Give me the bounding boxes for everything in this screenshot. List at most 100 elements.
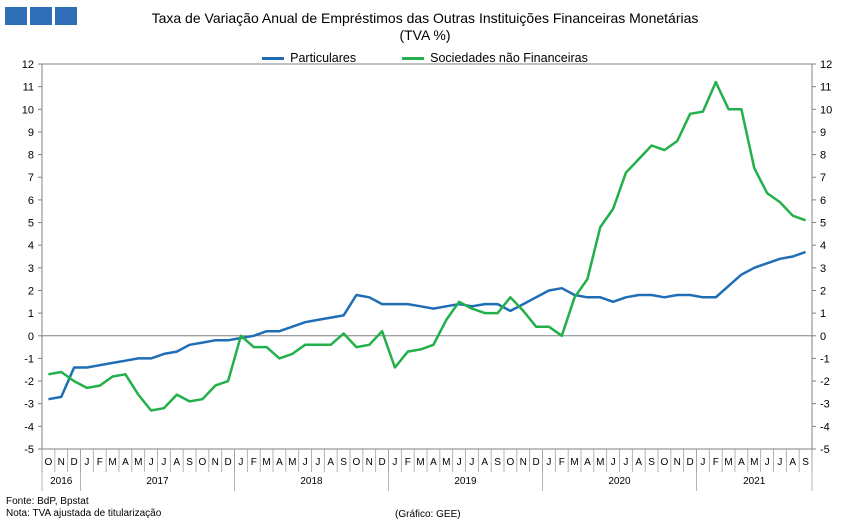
year-label: 2018 — [300, 476, 323, 487]
logo-square — [30, 7, 52, 25]
x-tick-label: M — [108, 457, 116, 468]
x-tick-label: O — [353, 457, 361, 468]
y-tick-label-right: 1 — [820, 308, 826, 320]
y-tick-label-left: -3 — [24, 399, 34, 411]
legend-item-sociedades: Sociedades não Financeiras — [402, 51, 588, 65]
x-tick-label: N — [58, 457, 65, 468]
y-tick-label-left: -2 — [24, 376, 34, 388]
x-tick-label: F — [97, 457, 103, 468]
x-tick-label: J — [161, 457, 166, 468]
x-tick-label: J — [700, 457, 705, 468]
y-tick-label-right: 5 — [820, 218, 826, 230]
x-tick-label: O — [199, 457, 207, 468]
series-line-sociedades — [48, 80, 807, 412]
year-label: 2021 — [743, 476, 766, 487]
y-tick-label-right: 12 — [820, 59, 832, 71]
y-tick-label-left: 8 — [28, 150, 34, 162]
x-tick-label: A — [173, 457, 180, 468]
y-tick-label-right: 10 — [820, 104, 832, 116]
x-tick-label: A — [789, 457, 796, 468]
y-tick-label-right: -2 — [820, 376, 830, 388]
legend-label-particulares: Particulares — [290, 51, 357, 65]
x-tick-label: N — [366, 457, 373, 468]
x-tick-label: J — [84, 457, 89, 468]
x-tick-label: S — [494, 457, 501, 468]
x-tick-label: N — [520, 457, 527, 468]
y-tick-label-right: -4 — [820, 421, 830, 433]
note-text: Nota: TVA ajustada de titularização — [6, 508, 162, 519]
x-tick-label: J — [777, 457, 782, 468]
x-tick-label: F — [713, 457, 719, 468]
x-tick-label: J — [546, 457, 551, 468]
y-tick-label-left: 3 — [28, 263, 34, 275]
x-tick-label: F — [559, 457, 565, 468]
x-tick-label: D — [70, 457, 77, 468]
x-tick-label: J — [623, 457, 628, 468]
x-tick-label: A — [738, 457, 745, 468]
year-label: 2019 — [454, 476, 477, 487]
x-tick-label: S — [648, 457, 655, 468]
y-tick-label-right: 0 — [820, 331, 826, 343]
legend: Particulares Sociedades não Financeiras — [0, 51, 850, 65]
x-tick-label: S — [340, 457, 347, 468]
x-tick-label: J — [392, 457, 397, 468]
logo-square — [5, 7, 27, 25]
y-tick-label-left: 11 — [23, 82, 34, 94]
source-text: Fonte: BdP, Bpstat — [6, 496, 89, 507]
x-tick-label: J — [765, 457, 770, 468]
x-tick-label: A — [584, 457, 591, 468]
y-tick-label-left: 10 — [22, 104, 34, 116]
x-tick-label: J — [149, 457, 154, 468]
legend-item-particulares: Particulares — [262, 51, 356, 65]
y-tick-label-left: 4 — [28, 240, 34, 252]
x-tick-label: M — [442, 457, 450, 468]
y-tick-label-right: 9 — [820, 127, 826, 139]
x-tick-label: M — [596, 457, 604, 468]
x-tick-label: J — [238, 457, 243, 468]
logo — [5, 7, 77, 25]
year-label: 2017 — [146, 476, 169, 487]
y-tick-label-left: 1 — [28, 308, 34, 320]
x-tick-label: A — [327, 457, 334, 468]
year-label: 2020 — [608, 476, 631, 487]
y-tick-label-left: 0 — [28, 331, 34, 343]
y-tick-label-left: -1 — [24, 353, 34, 365]
x-tick-label: A — [635, 457, 642, 468]
x-tick-label: M — [724, 457, 732, 468]
x-tick-label: J — [611, 457, 616, 468]
x-tick-label: M — [288, 457, 296, 468]
x-tick-label: A — [430, 457, 437, 468]
plot-frame — [41, 63, 813, 450]
chart-subtitle: (TVA %) — [399, 27, 451, 43]
x-tick-label: O — [507, 457, 515, 468]
y-tick-label-right: -1 — [820, 353, 830, 365]
y-tick-label-right: 2 — [820, 285, 826, 297]
x-tick-label: J — [315, 457, 320, 468]
x-tick-label: F — [405, 457, 411, 468]
legend-label-sociedades: Sociedades não Financeiras — [430, 51, 588, 65]
x-tick-label: N — [212, 457, 219, 468]
x-tick-label: D — [686, 457, 693, 468]
y-tick-label-left: -4 — [24, 421, 34, 433]
y-tick-label-left: 6 — [28, 195, 34, 207]
y-tick-label-right: 3 — [820, 263, 826, 275]
legend-swatch-particulares — [262, 56, 285, 60]
x-tick-label: M — [416, 457, 424, 468]
y-tick-label-right: 4 — [820, 240, 826, 252]
x-tick-label: O — [661, 457, 669, 468]
x-tick-label: F — [251, 457, 257, 468]
x-tick-label: S — [802, 457, 809, 468]
y-tick-label-right: -3 — [820, 399, 830, 411]
y-tick-label-left: -5 — [24, 444, 34, 456]
y-tick-label-left: 12 — [22, 59, 34, 71]
x-tick-label: A — [481, 457, 488, 468]
y-tick-label-left: 7 — [28, 172, 34, 184]
x-tick-label: A — [276, 457, 283, 468]
y-tick-label-left: 9 — [28, 127, 34, 139]
x-tick-label: D — [224, 457, 231, 468]
x-tick-label: O — [45, 457, 53, 468]
y-tick-label-left: 5 — [28, 218, 34, 230]
y-tick-label-right: 7 — [820, 172, 826, 184]
x-tick-label: S — [186, 457, 193, 468]
